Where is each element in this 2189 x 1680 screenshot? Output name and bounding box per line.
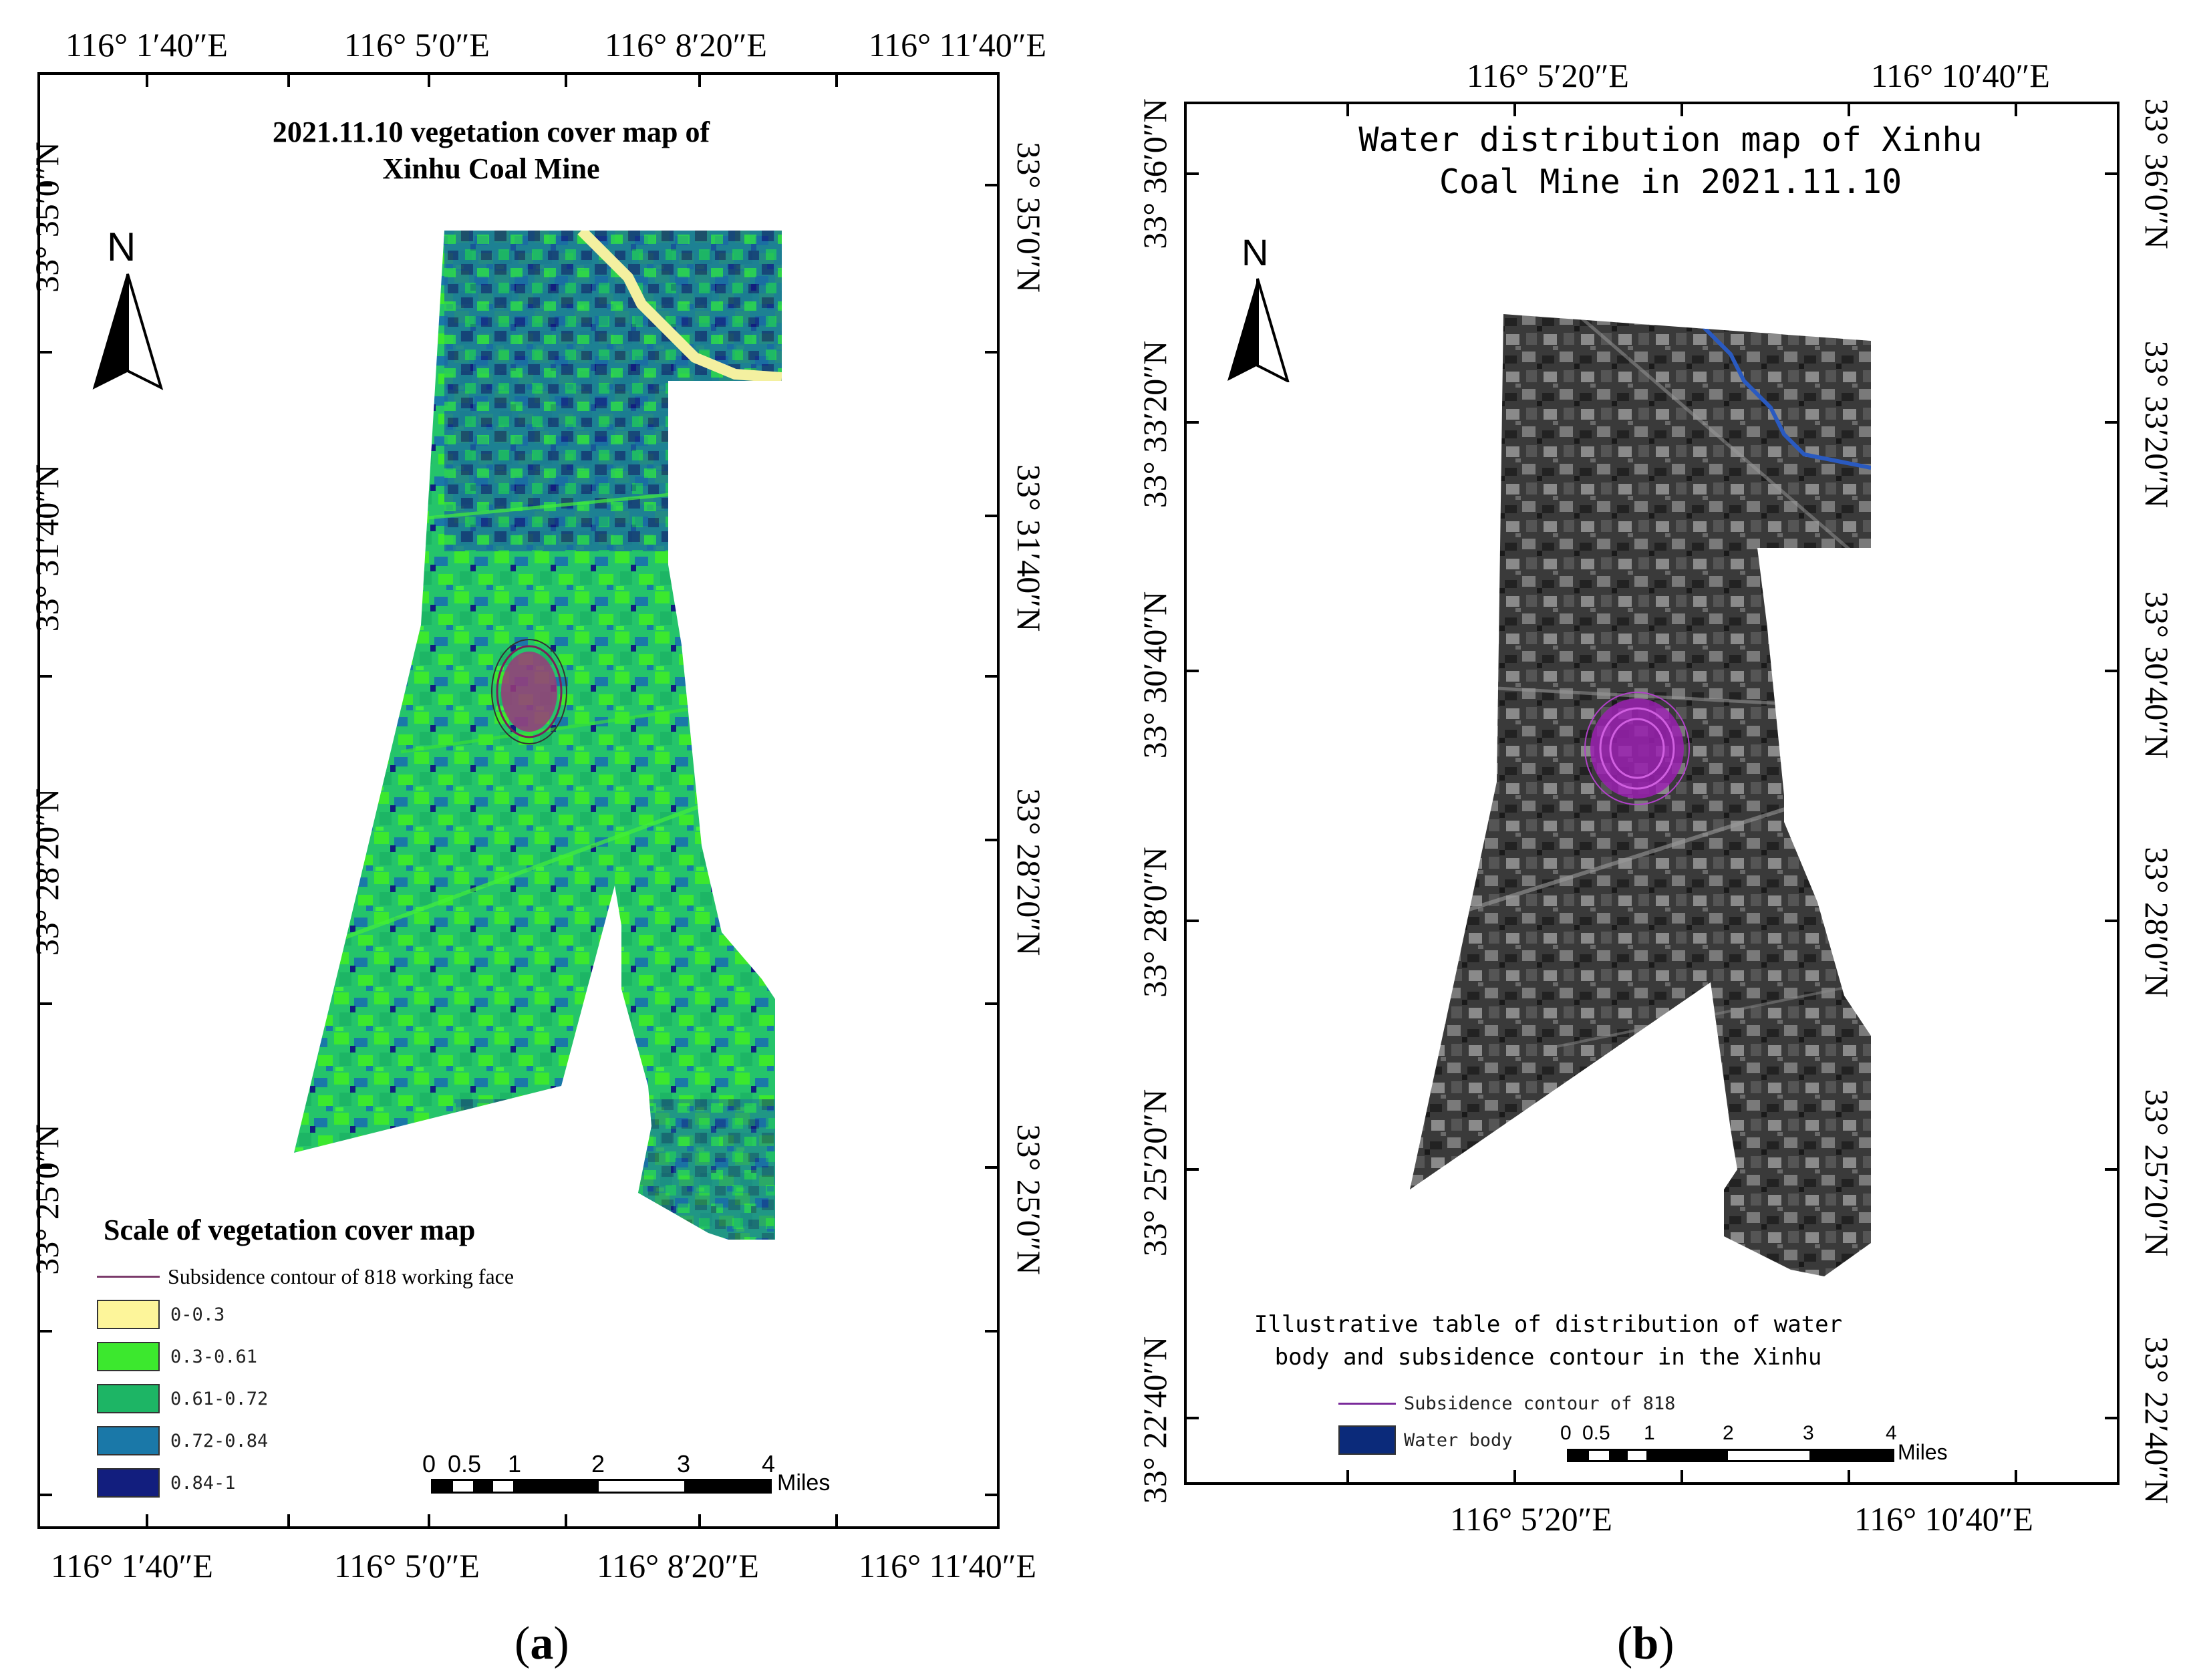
a-legend-class-row: 0.61-0.72	[97, 1384, 268, 1413]
a-left-lat-label: 33° 25′0″N	[28, 1124, 65, 1275]
a-legend-class-label: 0.61-0.72	[170, 1388, 269, 1409]
a-scale-number: 0.5	[448, 1450, 482, 1478]
a-legend-contour-label: Subsidence contour of 818 working face	[168, 1264, 515, 1288]
b-left-lat-label: 33° 22′40″N	[1136, 1336, 1173, 1504]
b-scale-bar	[1567, 1449, 1894, 1462]
a-legend-class-row: 0.72-0.84	[97, 1426, 268, 1455]
b-panel-label: (b)	[1617, 1618, 1674, 1669]
b-right-lat-label: 33° 36′0″N	[2138, 98, 2176, 249]
b-north-label: N	[1242, 231, 1269, 273]
a-right-lat-label: 33° 35′0″N	[1010, 142, 1048, 293]
b-top-lon-label: 116° 10′40″E	[1871, 57, 2050, 94]
a-right-lat-label: 33° 28′20″N	[1010, 788, 1048, 956]
a-scale-bar	[431, 1479, 772, 1494]
a-vegetation-map	[294, 231, 782, 1240]
b-right-lat-label: 33° 28′0″N	[2138, 847, 2176, 998]
a-top-lon-label: 116° 11′40″E	[869, 26, 1047, 63]
b-map-title: Water distribution map of Xinhu Coal Min…	[1358, 120, 1983, 201]
b-scale-unit: Miles	[1898, 1440, 1948, 1464]
a-legend-title: Scale of vegetation cover map	[104, 1214, 476, 1246]
a-legend-class-label: 0.72-0.84	[170, 1430, 269, 1451]
a-top-lon-label: 116° 5′0″E	[344, 26, 490, 63]
b-left-lat-label: 33° 25′20″N	[1136, 1089, 1173, 1257]
a-legend-class-label: 0.84-1	[170, 1472, 236, 1494]
b-bottom-lon-label: 116° 10′40″E	[1854, 1500, 2033, 1538]
b-scale-number: 0	[1560, 1422, 1572, 1444]
a-north-arrow-icon	[92, 273, 164, 390]
a-panel-label: (a)	[515, 1618, 569, 1669]
b-scale-number: 3	[1803, 1422, 1814, 1444]
a-right-lat-label: 33° 31′40″N	[1010, 464, 1048, 632]
b-water-swatch	[1338, 1425, 1396, 1455]
b-scale-number: 2	[1723, 1422, 1734, 1444]
a-legend-swatch	[97, 1384, 160, 1413]
a-legend-class-row: 0.84-1	[97, 1468, 236, 1498]
b-scale-number: 4	[1886, 1422, 1897, 1444]
b-left-lat-label: 33° 28′0″N	[1136, 847, 1173, 998]
a-legend-swatch	[97, 1300, 160, 1329]
a-left-lat-label: 33° 28′20″N	[28, 788, 65, 956]
a-scale-number: 0	[422, 1450, 436, 1478]
a-scale-number: 1	[508, 1450, 522, 1478]
a-legend-swatch	[97, 1426, 160, 1455]
b-right-lat-label: 33° 22′40″N	[2138, 1336, 2176, 1504]
a-legend-swatch	[97, 1468, 160, 1498]
a-legend-contour: Subsidence contour of 818 working face	[97, 1264, 514, 1289]
a-top-lon-label: 116° 8′20″E	[605, 26, 767, 63]
a-right-lat-label: 33° 25′0″N	[1010, 1124, 1048, 1275]
a-legend-class-label: 0.3-0.61	[170, 1346, 258, 1367]
b-legend-contour: Subsidence contour of 818	[1338, 1393, 1675, 1414]
b-right-lat-label: 33° 25′20″N	[2138, 1089, 2176, 1257]
a-north-label: N	[107, 225, 136, 269]
a-map-title: 2021.11.10 vegetation cover map of Xinhu…	[272, 116, 710, 185]
b-left-lat-label: 33° 33′20″N	[1136, 340, 1173, 509]
b-scale-number: 0.5	[1582, 1422, 1610, 1444]
b-top-lon-label: 116° 5′20″E	[1467, 57, 1629, 94]
a-top-lon-label: 116° 1′40″E	[65, 26, 228, 63]
a-left-lat-label: 33° 35′0″N	[28, 142, 65, 293]
b-legend-contour-label: Subsidence contour of 818	[1404, 1393, 1676, 1414]
b-right-lat-label: 33° 33′20″N	[2138, 340, 2176, 509]
a-scale-number: 2	[591, 1450, 605, 1478]
a-scale-number: 3	[677, 1450, 691, 1478]
b-left-lat-label: 33° 30′40″N	[1136, 591, 1173, 759]
b-water-map	[1410, 314, 1871, 1276]
a-legend-class-label: 0-0.3	[170, 1304, 225, 1325]
a-bottom-lon-label: 116° 11′40″E	[859, 1547, 1037, 1584]
b-legend-title: Illustrative table of distribution of wa…	[1254, 1311, 1843, 1371]
b-legend-water-label: Water body	[1404, 1429, 1513, 1451]
b-right-lat-label: 33° 30′40″N	[2138, 591, 2176, 759]
a-scale-unit: Miles	[777, 1470, 831, 1496]
b-legend-water: Water body	[1338, 1425, 1513, 1455]
a-legend-swatch	[97, 1342, 160, 1371]
a-scale-number: 4	[762, 1450, 776, 1478]
a-legend-class-row: 0-0.3	[97, 1300, 225, 1329]
b-scale-number: 1	[1644, 1422, 1655, 1444]
a-legend-class-row: 0.3-0.61	[97, 1342, 257, 1371]
a-bottom-lon-label: 116° 1′40″E	[51, 1547, 213, 1584]
a-bottom-lon-label: 116° 8′20″E	[597, 1547, 759, 1584]
b-bottom-lon-label: 116° 5′20″E	[1450, 1500, 1612, 1538]
b-north-arrow-icon	[1227, 278, 1290, 382]
a-bottom-lon-label: 116° 5′0″E	[334, 1547, 480, 1584]
a-left-lat-label: 33° 31′40″N	[28, 464, 65, 632]
b-left-lat-label: 33° 36′0″N	[1136, 98, 1173, 249]
